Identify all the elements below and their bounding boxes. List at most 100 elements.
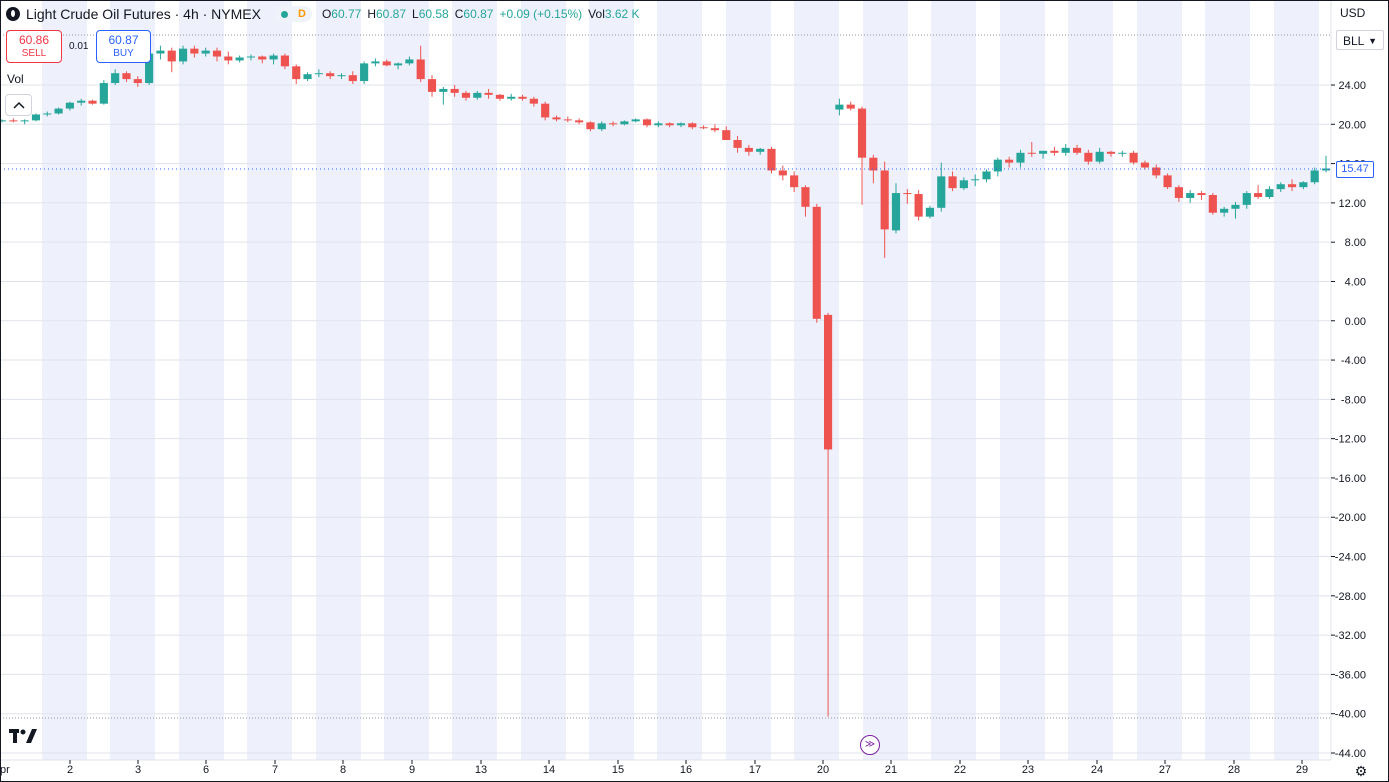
ohlc-value: 60.58 <box>418 7 449 21</box>
session-band <box>110 0 155 760</box>
symbol-title[interactable]: Light Crude Oil Futures · 4h · NYMEX <box>26 6 261 22</box>
candle-up <box>235 57 244 61</box>
candle-down <box>416 59 425 80</box>
session-band <box>42 0 87 760</box>
candle-up <box>959 180 968 189</box>
candle-down <box>529 98 538 104</box>
candle-up <box>393 63 403 66</box>
buy-label: BUY <box>113 48 134 59</box>
grid-lines <box>0 84 1331 754</box>
candle-down <box>552 117 561 120</box>
candle-up <box>937 176 946 208</box>
candle-down <box>722 130 731 141</box>
market-status[interactable]: D <box>274 6 312 22</box>
candle-up <box>156 50 165 54</box>
buy-button[interactable]: 60.87 BUY <box>96 30 151 63</box>
go-to-realtime-icon[interactable]: ≫ <box>860 735 880 755</box>
candle-down <box>801 187 810 207</box>
candle-up <box>0 120 7 122</box>
candle-up <box>371 61 380 64</box>
volume-legend[interactable]: Vol <box>7 72 24 86</box>
candle-down <box>665 123 674 126</box>
session-band <box>863 0 908 760</box>
time-tick-label: 24 <box>1091 764 1103 776</box>
time-tick-label: pr <box>0 764 10 776</box>
candle-down <box>1084 152 1093 162</box>
candle-down <box>914 194 923 217</box>
candle-up <box>20 120 29 122</box>
gear-icon[interactable]: ⚙ <box>1354 763 1368 779</box>
unit-selector[interactable]: BLL ▼ <box>1336 30 1384 50</box>
candle-down <box>280 55 289 67</box>
candle-up <box>507 96 516 99</box>
price-tick-label: 8.00 <box>1345 237 1366 249</box>
candle-up <box>337 75 346 77</box>
price-tick-label: -8.00 <box>1341 394 1366 406</box>
candle-down <box>224 56 233 61</box>
sell-button[interactable]: 60.86 SELL <box>6 30 62 63</box>
session-band <box>521 0 566 760</box>
currency-label[interactable]: USD <box>1340 6 1366 20</box>
candle-down <box>790 175 799 188</box>
chevron-up-icon <box>12 101 25 109</box>
price-tick-label: -36.00 <box>1335 669 1366 681</box>
candle-down <box>857 108 867 158</box>
candle-down <box>575 120 584 123</box>
time-axis: pr 2 3 6 7 8 9 13 14 15 16 17 20 21 22 23 24 27 28 29 <box>0 760 1308 776</box>
candle-up <box>654 123 663 126</box>
session-band <box>931 0 976 760</box>
candle-up <box>631 119 640 122</box>
candle-up <box>99 83 108 104</box>
candle-up <box>1039 150 1048 154</box>
candle-up <box>178 48 188 62</box>
candle-up <box>145 53 154 84</box>
candle-up <box>676 123 686 126</box>
price-axis: 24.0020.0016.0012.008.004.000.00-4.00-8.… <box>1331 80 1366 760</box>
time-tick-label: 20 <box>817 764 829 776</box>
candle-down <box>710 128 719 131</box>
ohlc-key: Vol <box>588 7 605 21</box>
candle-down <box>948 176 957 189</box>
candle-down <box>133 79 142 84</box>
candle-down <box>9 120 18 122</box>
price-tick-label: -44.00 <box>1335 748 1366 760</box>
candle-up <box>1016 152 1025 163</box>
tradingview-logo-icon <box>9 729 37 743</box>
session-band <box>1068 0 1113 760</box>
collapse-legend-button[interactable] <box>5 94 32 116</box>
candle-down <box>1005 159 1014 163</box>
tradingview-logo[interactable] <box>9 727 41 751</box>
candle-down <box>609 123 618 125</box>
candle-up <box>971 179 980 181</box>
ohlc-key: H <box>367 7 376 21</box>
candle-up <box>405 59 414 64</box>
candle-up <box>31 114 41 121</box>
ohlc-value: 60.87 <box>463 7 494 21</box>
session-band <box>247 0 292 760</box>
candle-down <box>461 92 471 98</box>
candle-up <box>891 193 901 231</box>
candle-up <box>925 207 935 217</box>
session-band <box>1274 0 1319 760</box>
candle-up <box>1299 182 1308 188</box>
candle-up <box>54 108 63 114</box>
session-band <box>726 0 771 760</box>
candle-down <box>518 96 527 99</box>
session-band <box>1137 0 1182 760</box>
candle-down <box>1027 152 1036 154</box>
candle-down <box>1106 151 1116 154</box>
candle-down <box>1208 195 1217 213</box>
buy-price: 60.87 <box>108 33 139 47</box>
candle-up <box>756 148 765 152</box>
candle-down <box>122 73 131 80</box>
time-tick-label: 3 <box>135 764 141 776</box>
price-tick-label: 24.00 <box>1338 80 1366 92</box>
candle-down <box>495 94 504 99</box>
sell-label: SELL <box>21 48 47 59</box>
candle-up <box>1061 147 1070 153</box>
candle-down <box>382 61 391 66</box>
candle-down <box>1129 152 1138 163</box>
time-tick-label: 23 <box>1022 764 1034 776</box>
ohlc-value: 60.87 <box>375 7 407 21</box>
